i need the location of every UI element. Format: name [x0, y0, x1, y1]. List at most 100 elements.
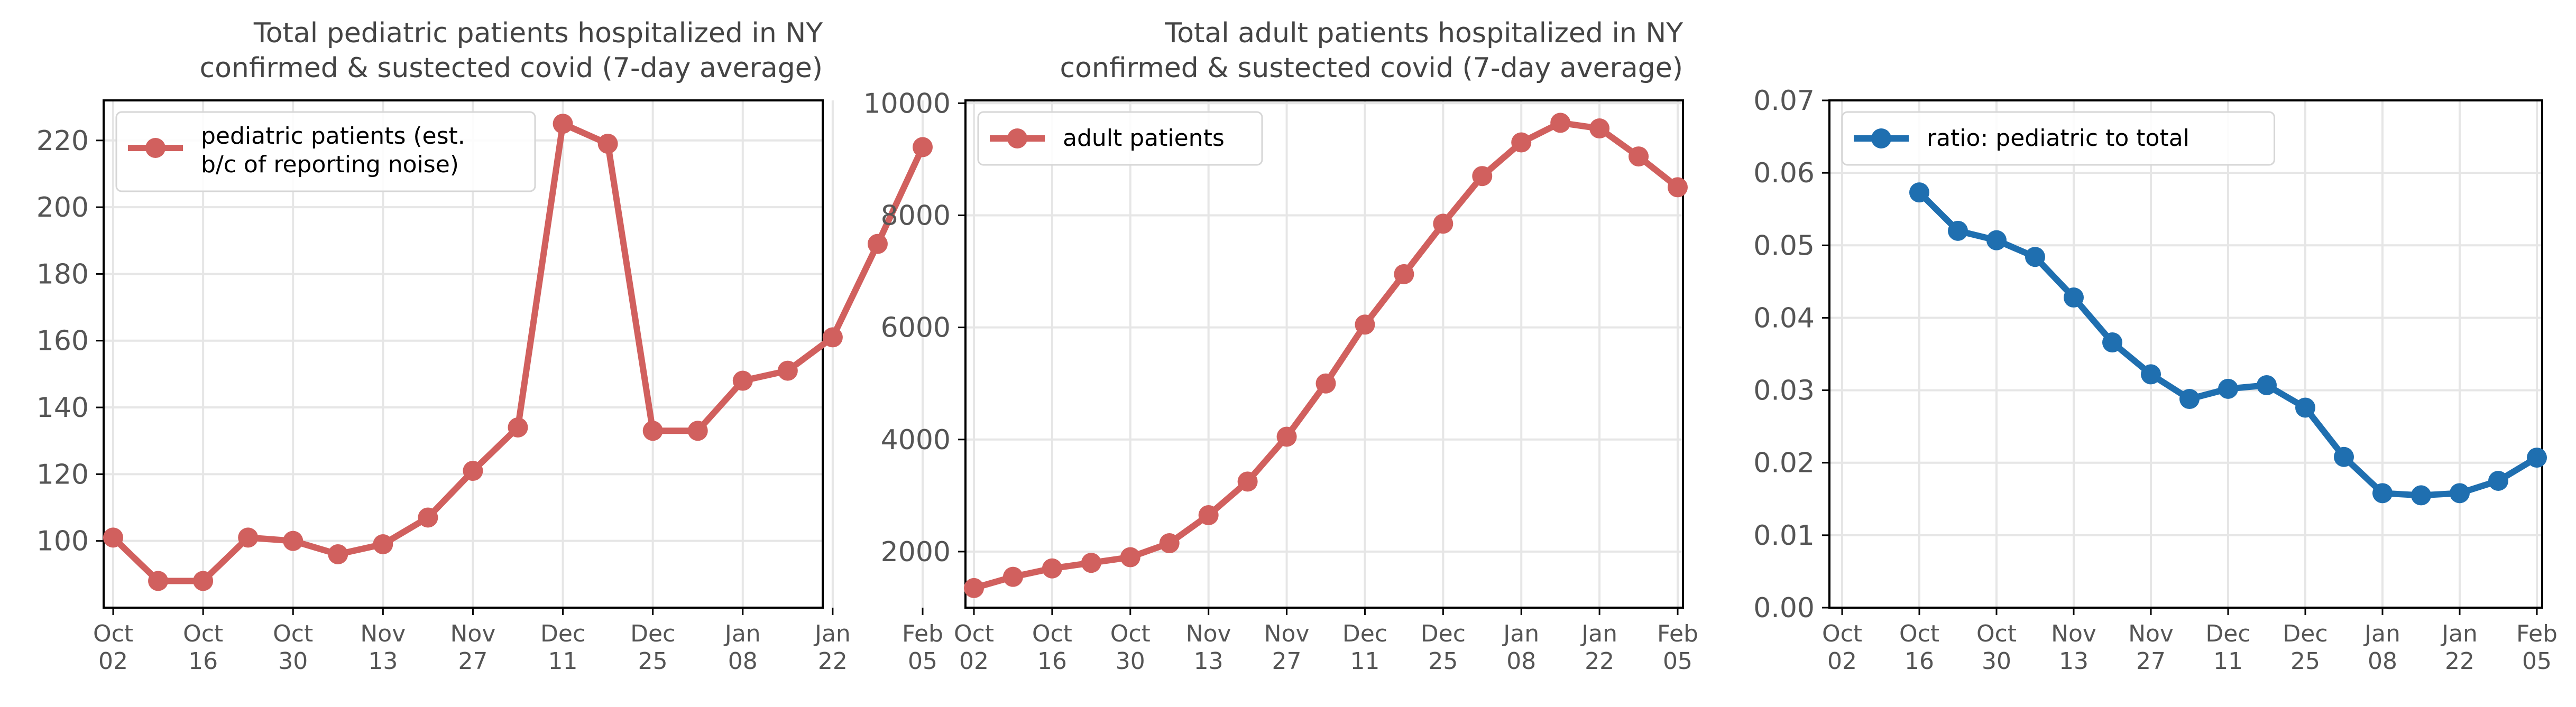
legend-box [1841, 111, 2275, 166]
series [103, 114, 933, 591]
x-tick-label: Oct 16 [1032, 620, 1072, 675]
chart-2: Oct 02 Oct 16 Oct 30 Nov 13 Nov 27 Dec 11 Dec 25 Jan 08… [863, 17, 1698, 675]
data-point [328, 544, 348, 564]
x-tick-label: Oct 30 [1976, 620, 2017, 675]
series-line [973, 119, 1680, 591]
legend-marker [1871, 128, 1891, 148]
data-point [777, 360, 798, 381]
y-tick-label: 2000 [881, 536, 951, 568]
data-point [2141, 364, 2161, 385]
x-tick-label: Dec 25 [2283, 620, 2327, 675]
data-point [2025, 247, 2045, 267]
data-point [687, 421, 708, 441]
data-point [1986, 230, 2007, 250]
grid [965, 100, 1683, 608]
y-tick-label: 100 [36, 526, 89, 557]
data-point [913, 137, 933, 157]
data-point [418, 507, 438, 528]
x-tick-label: Feb 05 [902, 620, 943, 675]
x-tick-label: Nov 27 [1264, 620, 1310, 675]
x-tick-label: Oct 02 [954, 620, 994, 675]
x-tick-label: Nov 13 [2051, 620, 2096, 675]
data-point [508, 417, 528, 438]
data-point [1394, 264, 1414, 284]
x-tick-label: Nov 27 [450, 620, 496, 675]
y-tick-label: 0.04 [1753, 302, 1815, 334]
data-point [1159, 533, 1180, 554]
x-tick-label: Nov 13 [360, 620, 406, 675]
data-point [1315, 373, 1336, 394]
x-tick-label: Jan 22 [1580, 620, 1617, 675]
data-point [553, 114, 573, 134]
data-point [1433, 213, 1453, 234]
axes-frame [1828, 99, 2543, 609]
x-tick-label: Oct 16 [1899, 620, 1939, 675]
data-point [1511, 132, 1532, 153]
x-tick-label: Oct 16 [183, 620, 223, 675]
data-point [1472, 166, 1493, 187]
x-tick-label: Jan 08 [2363, 620, 2400, 675]
data-point [283, 531, 303, 551]
y-tick-label: 0.00 [1753, 592, 1815, 624]
data-point [463, 461, 483, 481]
data-point [732, 370, 753, 391]
y-tick-label: 200 [36, 192, 89, 224]
chart-3: Oct 02 Oct 16 Oct 30 Nov 13 Nov 27 Dec 11 Dec 25 Jan 08… [1753, 85, 2557, 675]
x-tick-label: Jan 08 [1502, 620, 1539, 675]
x-tick-label: Dec 25 [1421, 620, 1466, 675]
x-tick-label: Nov 13 [1186, 620, 1231, 675]
data-point [1237, 471, 1258, 492]
data-point [2450, 483, 2470, 504]
data-point [1550, 113, 1571, 133]
legend-label: ratio: pediatric to total [1927, 125, 2189, 152]
y-tick-label: 0.06 [1753, 157, 1815, 189]
x-tick-label: Jan 22 [2440, 620, 2478, 675]
data-point [2488, 471, 2508, 491]
x-tick-label: Oct 02 [93, 620, 133, 675]
data-point [193, 571, 214, 591]
y-tick-label: 0.01 [1753, 520, 1815, 552]
data-point [2102, 332, 2122, 353]
data-point [1081, 553, 1101, 573]
series-line [111, 120, 926, 584]
data-point [373, 534, 393, 554]
data-point [2295, 397, 2315, 418]
data-point [238, 527, 259, 548]
data-point [964, 578, 984, 598]
data-point [822, 327, 843, 348]
x-tick-label: Oct 30 [1110, 620, 1151, 675]
x-tick-label: Feb 05 [2516, 620, 2557, 675]
x-tick-label: Jan 08 [723, 620, 761, 675]
chart-title: Total pediatric patients hospitalized in… [199, 17, 823, 84]
x-tick-label: Oct 30 [273, 620, 313, 675]
data-point [2334, 446, 2354, 467]
data-point [148, 571, 169, 591]
grid [1829, 99, 2542, 609]
y-tick-label: 0.05 [1753, 230, 1815, 262]
legend: adult patients [977, 111, 1263, 166]
data-point [642, 421, 663, 441]
y-tick-label: 10000 [863, 88, 951, 119]
data-point [2064, 287, 2084, 308]
axes-frame [103, 99, 824, 609]
y-tick-label: 0.02 [1753, 448, 1815, 479]
legend-box [977, 111, 1263, 166]
series [964, 113, 1688, 598]
data-point [2372, 483, 2393, 504]
data-point [1276, 426, 1297, 447]
legend-label: pediatric patients (est. b/c of reporting… [201, 123, 465, 178]
y-tick-label: 160 [36, 325, 89, 357]
y-tick-label: 0.03 [1753, 375, 1815, 407]
y-tick-label: 180 [36, 258, 89, 290]
data-point [1629, 146, 1649, 167]
data-point [1589, 118, 1610, 139]
y-tick-label: 8000 [881, 200, 951, 231]
data-point [1198, 505, 1219, 525]
data-point [597, 134, 618, 154]
chart-title: Total adult patients hospitalized in NY c… [1060, 17, 1683, 84]
data-point [1909, 182, 1929, 203]
legend: pediatric patients (est. b/c of reporting… [115, 111, 536, 192]
x-tick-label: Dec 11 [2205, 620, 2250, 675]
x-tick-label: Nov 27 [2128, 620, 2174, 675]
